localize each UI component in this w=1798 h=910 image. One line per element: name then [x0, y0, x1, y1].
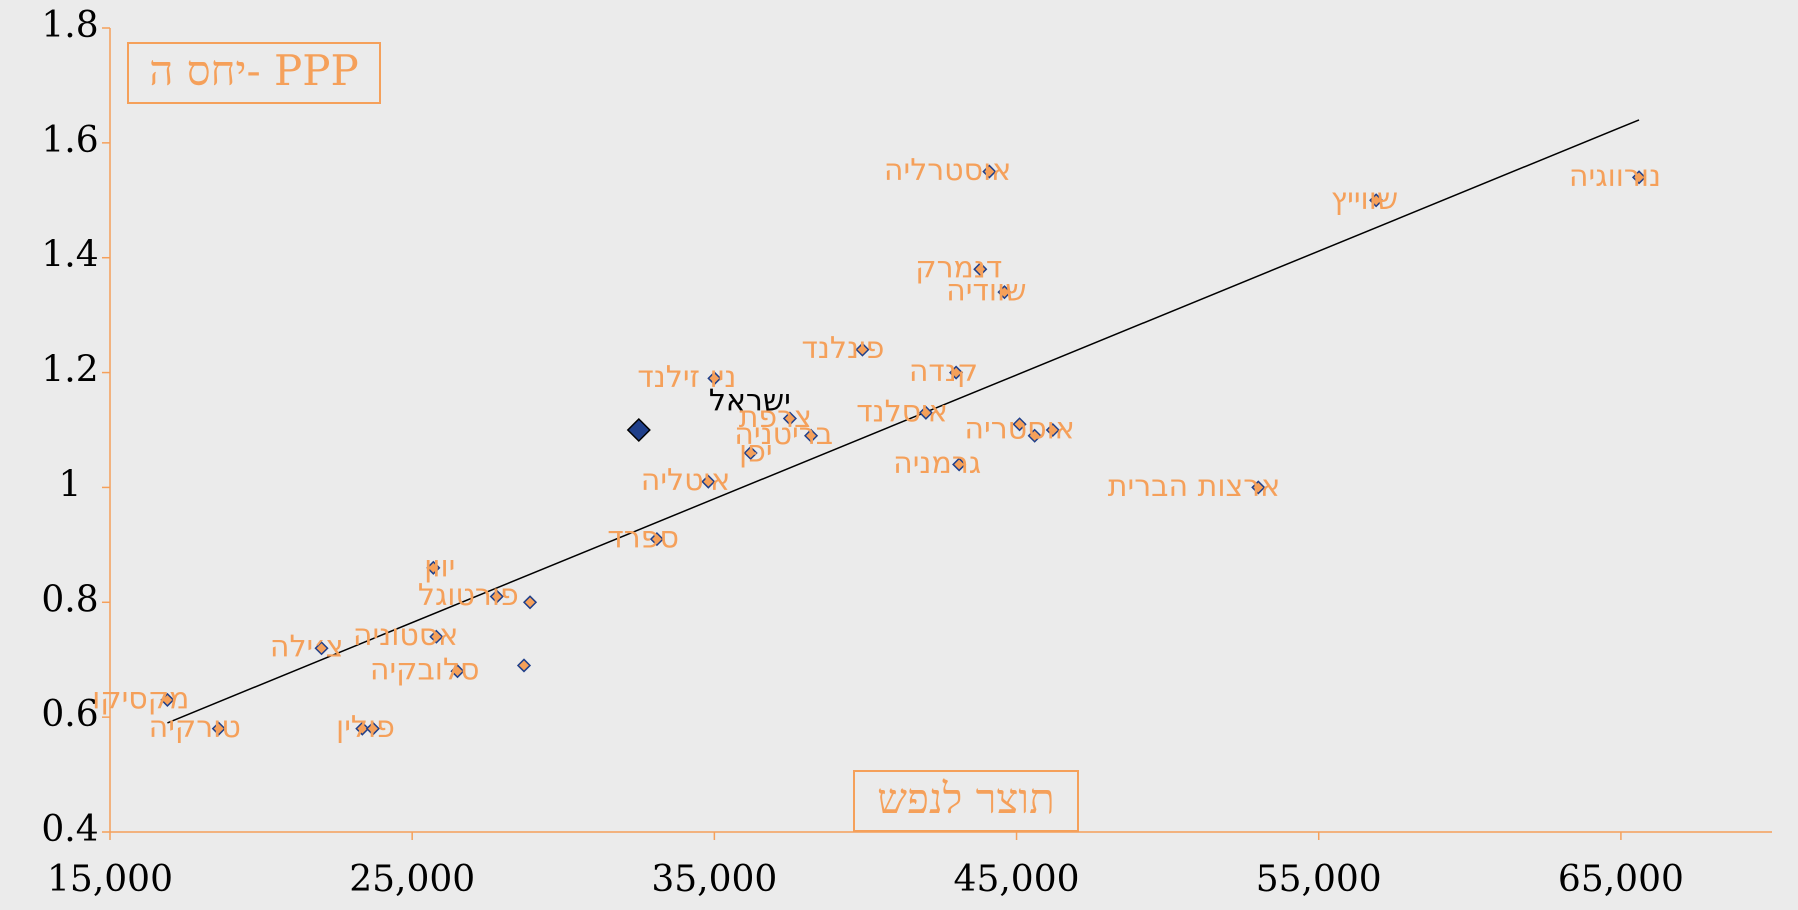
point	[211, 721, 226, 736]
point	[429, 629, 444, 644]
point	[782, 411, 797, 426]
point	[1631, 170, 1647, 185]
x-tick-label: 35,000	[651, 859, 777, 900]
point	[489, 589, 504, 604]
point-label: צ׳ילה	[270, 630, 344, 665]
point-label: סלובקיה	[370, 653, 480, 688]
y-tick-label: 0.8	[41, 579, 98, 620]
point	[1045, 422, 1060, 438]
point	[450, 664, 465, 679]
point	[918, 405, 933, 420]
point-label: שוודיה	[946, 274, 1026, 309]
point-label: נורווגיה	[1569, 159, 1661, 194]
point	[426, 560, 441, 575]
y-tick-label: 0.4	[41, 809, 98, 850]
point	[365, 721, 380, 736]
x-tick-label: 25,000	[349, 859, 475, 900]
point	[1369, 193, 1384, 208]
point	[522, 595, 538, 610]
x-tick-label: 45,000	[954, 859, 1080, 900]
x-tick-label: 55,000	[1256, 859, 1382, 900]
x-label-box	[853, 770, 1079, 832]
point	[314, 641, 329, 656]
point-label: גרמניה	[893, 446, 981, 481]
point	[355, 721, 370, 736]
x-axis-label: תוצר לנפש	[877, 774, 1054, 823]
point-label: פורטוגל	[418, 578, 519, 613]
point	[743, 445, 758, 461]
point	[949, 365, 964, 380]
point-label: פינלנד	[802, 331, 885, 366]
point	[997, 285, 1012, 300]
x-tick-label: 15,000	[47, 859, 173, 900]
point	[855, 342, 870, 357]
point	[1012, 417, 1027, 432]
y-tick-label: 0.6	[41, 694, 98, 735]
point-label: ספרד	[607, 521, 679, 556]
point-label: יפן	[739, 434, 773, 469]
point-label: טורקיה	[149, 710, 241, 745]
x-tick-label: 65,000	[1558, 859, 1684, 900]
point	[160, 692, 175, 707]
point-label: בריטניה	[734, 417, 833, 452]
point-label: פולין	[336, 710, 395, 745]
y-axis-label: יחס ה- PPP	[149, 46, 359, 95]
point-label: אוסטריה	[964, 412, 1074, 447]
point-label: שווייץ	[1331, 182, 1398, 217]
point-label: איטליה	[641, 463, 731, 498]
point	[1027, 428, 1042, 443]
point-label: איסלנד	[856, 394, 948, 429]
point-label: אוסטרליה	[884, 153, 1011, 188]
point-label: צרפת	[739, 400, 812, 435]
point-label: ניו זילנד	[637, 360, 736, 395]
y-tick-label: 1	[59, 464, 82, 505]
point	[973, 262, 988, 277]
point-label: אסטוניה	[353, 618, 458, 653]
point-label: ארצות הברית	[1108, 469, 1281, 504]
point	[1251, 480, 1266, 495]
point-label: ישראל	[709, 384, 791, 419]
point	[626, 417, 651, 443]
trendline	[167, 119, 1640, 724]
point	[516, 658, 532, 673]
y-label-box	[127, 42, 381, 104]
point	[952, 457, 967, 472]
y-tick-label: 1.4	[41, 235, 98, 276]
point-label: דנמרק	[915, 251, 1002, 286]
y-tick-label: 1.2	[41, 350, 98, 391]
y-tick-label: 1.8	[41, 5, 98, 46]
point	[649, 532, 665, 547]
y-tick-label: 1.6	[41, 120, 98, 161]
point-label: מקסיקו	[92, 681, 189, 716]
point-label: קנדה	[909, 354, 978, 389]
point	[701, 474, 716, 489]
point-label: יוון	[424, 549, 455, 584]
point	[707, 371, 722, 386]
point	[982, 164, 997, 179]
point	[804, 428, 819, 443]
